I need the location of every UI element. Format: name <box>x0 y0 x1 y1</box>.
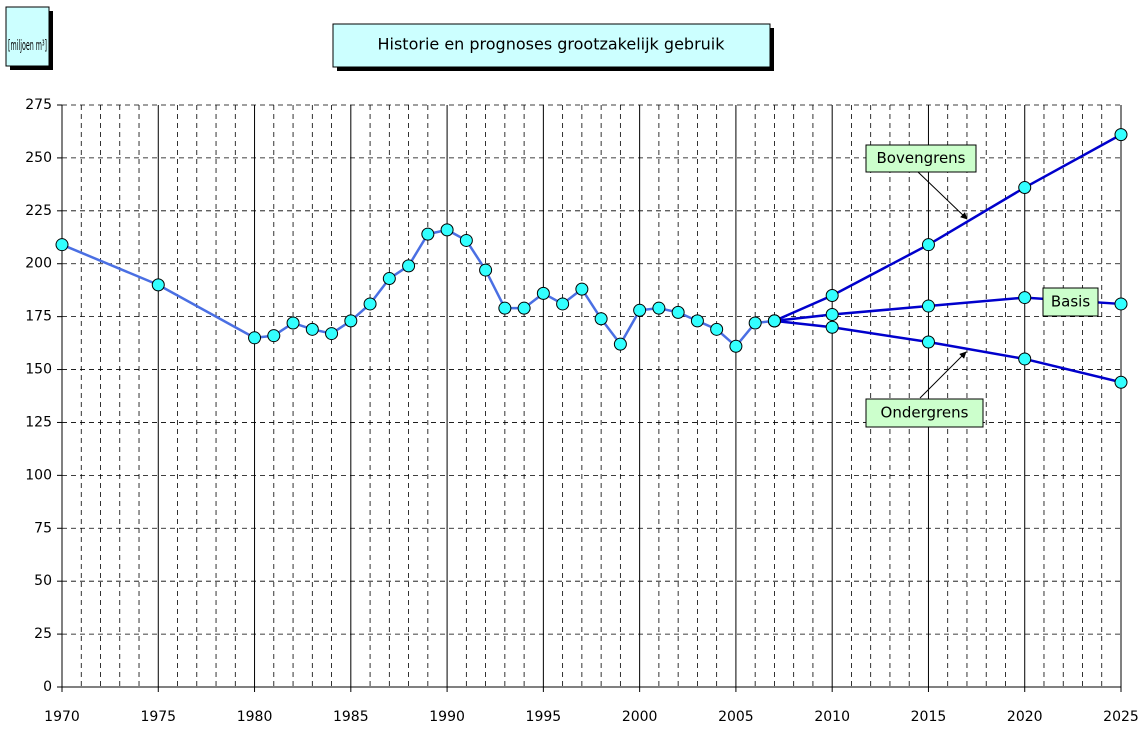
marker <box>517 301 531 315</box>
marker <box>594 312 608 326</box>
x-tick-label: 1985 <box>333 709 369 725</box>
annotation-label: Bovengrens <box>877 149 966 167</box>
y-tick-label: 75 <box>34 520 52 536</box>
marker <box>1114 375 1128 389</box>
marker <box>1018 352 1032 366</box>
arrow <box>917 171 968 220</box>
marker <box>1018 291 1032 305</box>
marker <box>55 238 69 252</box>
marker <box>575 282 589 296</box>
marker <box>305 322 319 336</box>
marker <box>710 322 724 336</box>
marker <box>1114 297 1128 311</box>
x-tick-label: 2020 <box>1007 709 1043 725</box>
x-tick-label: 2010 <box>814 709 850 725</box>
marker <box>652 301 666 315</box>
marker <box>479 263 493 277</box>
y-tick-label: 50 <box>34 573 52 589</box>
y-tick-label: 275 <box>25 97 52 113</box>
marker <box>151 278 165 292</box>
marker <box>825 320 839 334</box>
marker <box>633 303 647 317</box>
marker <box>556 297 570 311</box>
title-frame <box>332 23 771 68</box>
marker <box>921 299 935 313</box>
grid: 0 25 50 75 100 125 150 175 200 225 250 275 1970 1975 1… <box>25 97 1139 725</box>
x-tick-label: 1995 <box>526 709 562 725</box>
y-tick-label: 125 <box>25 414 52 430</box>
x-tick-label: 2025 <box>1103 709 1139 725</box>
y-tick-label: 100 <box>25 467 52 483</box>
marker <box>536 286 550 300</box>
annotation-box <box>1042 287 1099 317</box>
marker <box>498 301 512 315</box>
marker <box>248 331 262 345</box>
marker <box>825 288 839 302</box>
x-tick-label: 1970 <box>44 709 80 725</box>
marker <box>671 305 685 319</box>
y-tick-label: 150 <box>25 362 52 378</box>
y-tick-label: 250 <box>25 150 52 166</box>
markers <box>55 128 1128 389</box>
marker <box>440 223 454 237</box>
series-line <box>61 228 775 349</box>
marker <box>382 272 396 286</box>
x-tick-label: 1990 <box>429 709 465 725</box>
marker <box>459 233 473 247</box>
x-tick-label: 2000 <box>622 709 658 725</box>
x-tick-label: 1975 <box>140 709 176 725</box>
marker <box>402 259 416 273</box>
marker <box>729 339 743 353</box>
marker <box>267 329 281 343</box>
arrow <box>919 351 967 399</box>
chart-title: Historie en prognoses grootzakelijk gebr… <box>377 35 725 54</box>
ylabel-frame <box>5 6 50 67</box>
marker <box>690 314 704 328</box>
marker <box>421 227 435 241</box>
marker <box>767 314 781 328</box>
y-tick-label: 200 <box>25 256 52 272</box>
marker <box>1114 128 1128 142</box>
x-tick-label: 1980 <box>237 709 273 725</box>
y-tick-label: 0 <box>43 679 52 695</box>
marker <box>1018 181 1032 195</box>
y-axis-label: [miljoen m³] <box>8 38 47 54</box>
annotations: Bovengrens Basis Ondergrens <box>865 144 1099 428</box>
marker <box>363 297 377 311</box>
marker <box>748 316 762 330</box>
marker <box>325 327 339 341</box>
annotation-label: Basis <box>1051 293 1090 311</box>
annotation-box <box>865 398 984 428</box>
annotation-arrows <box>917 171 968 399</box>
marker <box>286 316 300 330</box>
marker <box>921 238 935 252</box>
marker <box>825 308 839 322</box>
x-tick-label: 2005 <box>718 709 754 725</box>
marker <box>921 335 935 349</box>
y-tick-label: 225 <box>25 203 52 219</box>
annotation-label: Ondergrens <box>881 404 969 422</box>
x-tick-label: 2015 <box>911 709 947 725</box>
y-tick-label: 25 <box>34 626 52 642</box>
ylabel-box: [miljoen m³] <box>5 6 53 70</box>
title-box: Historie en prognoses grootzakelijk gebr… <box>332 23 774 71</box>
marker <box>344 314 358 328</box>
y-tick-label: 175 <box>25 309 52 325</box>
annotation-box <box>865 144 977 173</box>
marker <box>613 337 627 351</box>
